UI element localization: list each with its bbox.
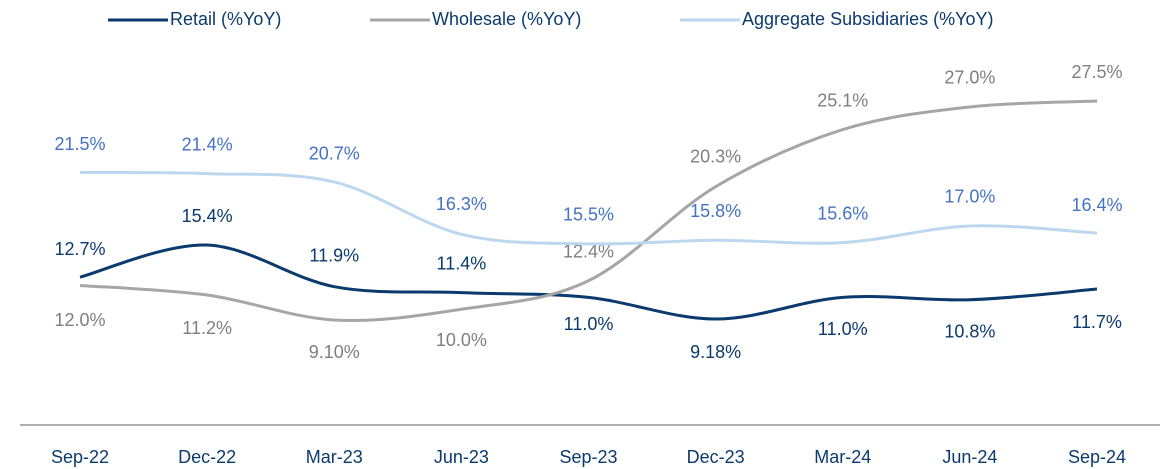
legend-label: Wholesale (%YoY) (432, 9, 581, 29)
data-label: 11.9% (309, 245, 359, 265)
legend-label: Aggregate Subsidiaries (%YoY) (742, 9, 993, 29)
data-label: 21.4% (182, 134, 233, 154)
legend-label: Retail (%YoY) (170, 9, 281, 29)
data-label: 11.0% (818, 319, 868, 339)
data-label: 15.4% (182, 206, 233, 226)
data-label: 12.4% (563, 241, 614, 261)
data-label: 25.1% (817, 90, 868, 110)
x-tick-label: Jun-24 (942, 447, 997, 467)
data-label: 15.8% (690, 201, 741, 221)
data-label: 10.0% (436, 330, 487, 350)
data-label: 11.7% (1072, 312, 1122, 332)
data-label: 11.4% (437, 253, 487, 273)
data-label: 9.10% (309, 342, 360, 362)
data-label: 20.7% (309, 144, 360, 164)
data-label: 17.0% (944, 187, 995, 207)
x-tick-label: Sep-22 (51, 447, 109, 467)
x-tick-label: Sep-23 (559, 447, 617, 467)
data-label: 15.5% (563, 205, 614, 225)
x-tick-label: Dec-23 (687, 447, 745, 467)
series-line (79, 170, 1098, 246)
data-label: 11.0% (564, 314, 614, 334)
data-label: 12.7% (54, 239, 105, 259)
data-label: 10.8% (944, 322, 995, 342)
x-tick-label: Sep-24 (1068, 447, 1126, 467)
data-label: 15.6% (817, 203, 868, 223)
x-tick-label: Jun-23 (434, 447, 489, 467)
data-label: 16.3% (436, 194, 487, 214)
series-line (79, 99, 1098, 322)
data-label: 16.4% (1071, 195, 1122, 215)
data-label: 21.5% (54, 134, 105, 154)
data-label: 27.0% (944, 68, 995, 88)
x-tick-label: Mar-23 (306, 447, 363, 467)
series-line (79, 243, 1098, 321)
data-label: 11.2% (182, 318, 232, 338)
x-tick-label: Mar-24 (814, 447, 871, 467)
data-label: 12.0% (54, 310, 105, 330)
data-label: 27.5% (1071, 62, 1122, 82)
x-tick-label: Dec-22 (178, 447, 236, 467)
data-label: 20.3% (690, 146, 741, 166)
data-label: 9.18% (690, 342, 741, 362)
